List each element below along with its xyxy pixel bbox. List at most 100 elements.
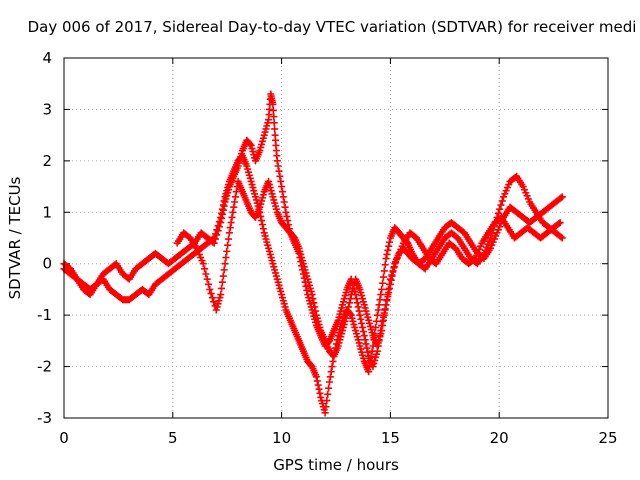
x-tick-label: 0 bbox=[59, 429, 69, 447]
data-point bbox=[226, 224, 234, 232]
data-point bbox=[385, 242, 393, 250]
data-point bbox=[217, 219, 225, 227]
data-point bbox=[225, 235, 233, 243]
data-point bbox=[228, 213, 236, 221]
data-point bbox=[203, 275, 211, 283]
data-point bbox=[271, 125, 279, 133]
y-axis-label: SDTVAR / TECUs bbox=[6, 176, 24, 299]
data-point bbox=[222, 254, 230, 262]
data-point bbox=[361, 336, 369, 344]
data-point bbox=[558, 193, 566, 201]
data-point bbox=[496, 205, 504, 213]
data-point bbox=[220, 202, 228, 210]
data-point bbox=[215, 223, 223, 231]
data-point bbox=[374, 306, 382, 314]
data-point bbox=[310, 299, 318, 307]
x-tick-label: 5 bbox=[168, 429, 178, 447]
data-point bbox=[312, 373, 320, 381]
data-point bbox=[281, 203, 289, 211]
data-point bbox=[218, 210, 226, 218]
data-point bbox=[390, 263, 398, 271]
data-point bbox=[207, 290, 215, 298]
x-tick-label: 20 bbox=[490, 429, 509, 447]
x-tick-label: 10 bbox=[272, 429, 291, 447]
data-point bbox=[284, 217, 292, 225]
data-point bbox=[379, 316, 387, 324]
y-tick-label: 2 bbox=[42, 152, 52, 170]
data-point bbox=[270, 119, 278, 127]
data-point bbox=[221, 260, 229, 268]
data-point bbox=[498, 197, 506, 205]
data-point bbox=[218, 278, 226, 286]
data-point bbox=[555, 220, 563, 228]
data-point bbox=[494, 209, 502, 217]
chart-title: Day 006 of 2017, Sidereal Day-to-day VTE… bbox=[28, 18, 637, 36]
data-point bbox=[218, 214, 226, 222]
data-point bbox=[230, 203, 238, 211]
data-point bbox=[246, 140, 254, 148]
data-point bbox=[313, 377, 321, 385]
data-point bbox=[470, 256, 478, 264]
data-point bbox=[383, 250, 391, 258]
data-point bbox=[384, 246, 392, 254]
data-point bbox=[363, 344, 371, 352]
y-tick-label: -1 bbox=[37, 306, 52, 324]
data-point bbox=[353, 299, 361, 307]
data-point bbox=[258, 221, 266, 229]
data-point bbox=[497, 201, 505, 209]
data-point bbox=[359, 328, 367, 336]
data-point bbox=[199, 260, 207, 268]
data-point bbox=[206, 285, 214, 293]
data-point bbox=[280, 198, 288, 206]
data-point bbox=[204, 280, 212, 288]
data-point bbox=[325, 384, 333, 392]
data-point bbox=[278, 188, 286, 196]
y-tick-label: -3 bbox=[37, 409, 52, 427]
data-point bbox=[345, 303, 353, 311]
data-point bbox=[270, 113, 278, 121]
data-point bbox=[352, 295, 360, 303]
data-point bbox=[346, 295, 354, 303]
data-point bbox=[381, 261, 389, 269]
data-points bbox=[60, 90, 566, 417]
data-point bbox=[315, 385, 323, 393]
data-point bbox=[219, 206, 227, 214]
data-point bbox=[259, 225, 267, 233]
data-point bbox=[360, 332, 368, 340]
data-point bbox=[269, 100, 277, 108]
data-point bbox=[356, 311, 364, 319]
data-point bbox=[379, 321, 387, 329]
data-point bbox=[380, 267, 388, 275]
data-point bbox=[384, 291, 392, 299]
x-tick-label: 15 bbox=[381, 429, 400, 447]
x-axis-label: GPS time / hours bbox=[273, 456, 399, 474]
data-point bbox=[343, 311, 351, 319]
data-point bbox=[381, 306, 389, 314]
data-point bbox=[378, 285, 386, 293]
data-point bbox=[282, 208, 290, 216]
data-point bbox=[214, 227, 222, 235]
data-point bbox=[355, 307, 363, 315]
data-point bbox=[275, 167, 283, 175]
data-point bbox=[379, 279, 387, 287]
data-point bbox=[378, 327, 386, 335]
data-point bbox=[345, 299, 353, 307]
data-point bbox=[312, 307, 320, 315]
data-point bbox=[389, 267, 397, 275]
data-point bbox=[232, 188, 240, 196]
data-point bbox=[324, 390, 332, 398]
data-point bbox=[327, 368, 335, 376]
data-point bbox=[383, 296, 391, 304]
data-point bbox=[558, 234, 566, 242]
y-tick-label: 3 bbox=[42, 100, 52, 118]
data-point bbox=[224, 241, 232, 249]
data-point bbox=[379, 273, 387, 281]
data-point bbox=[227, 219, 235, 227]
data-point bbox=[223, 247, 231, 255]
y-tick-label: 0 bbox=[42, 255, 52, 273]
data-point bbox=[273, 157, 281, 165]
data-point bbox=[278, 183, 286, 191]
data-point bbox=[308, 291, 316, 299]
data-point bbox=[220, 266, 228, 274]
axis-ticks: 0 5 10 15 20 25 -3 -2 -1 0 1 2 3 4 bbox=[37, 49, 618, 447]
